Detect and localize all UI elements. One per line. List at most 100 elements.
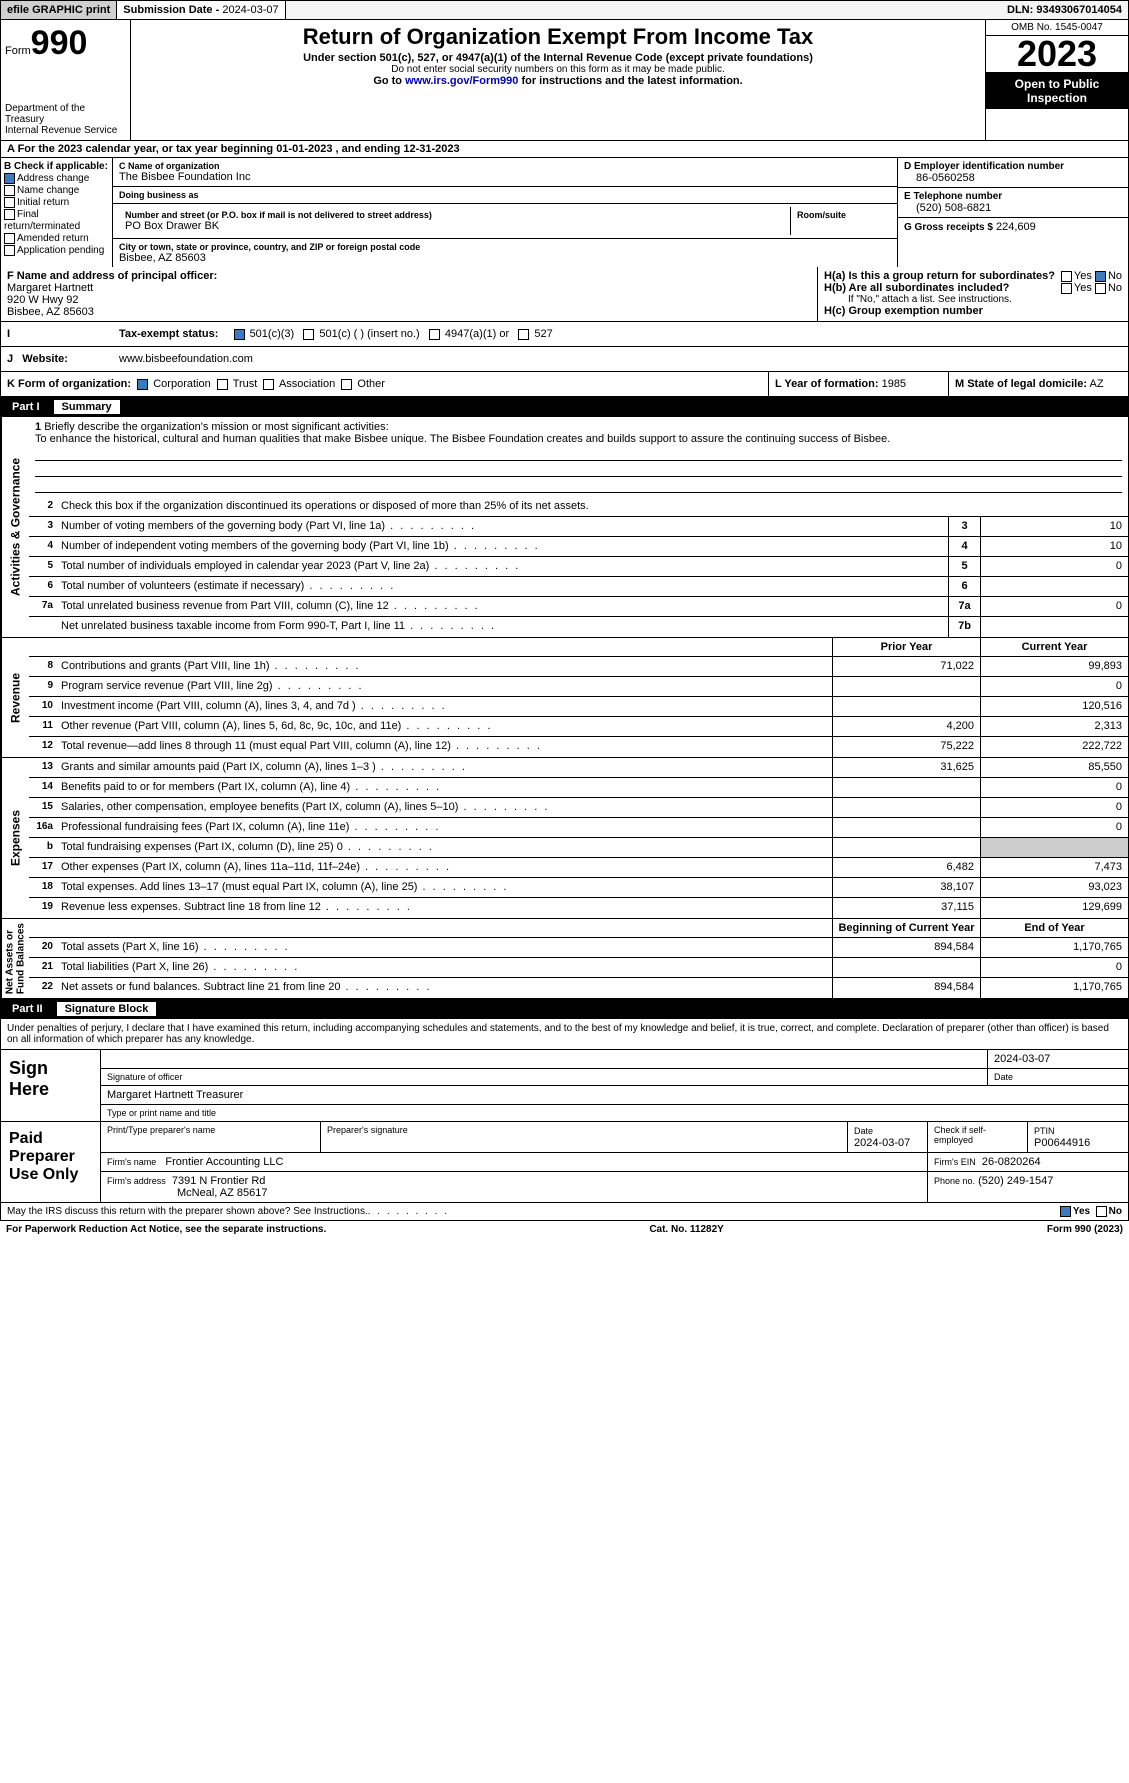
tax-year: 2023 <box>986 36 1128 73</box>
street-address: PO Box Drawer BK <box>125 220 784 232</box>
ssn-warning: Do not enter social security numbers on … <box>139 64 977 75</box>
col-current-year: Current Year <box>980 638 1128 656</box>
efile-print-button[interactable]: efile GRAPHIC print <box>1 1 117 19</box>
line-b-prior <box>832 838 980 857</box>
website: www.bisbeefoundation.com <box>113 347 1128 371</box>
col-b-checkboxes: B Check if applicable: Address change Na… <box>1 158 113 267</box>
checkbox-trust[interactable] <box>217 379 228 390</box>
checkbox-hb-yes[interactable] <box>1061 283 1072 294</box>
line-9-prior <box>832 677 980 696</box>
line-7a-value: 0 <box>980 597 1128 616</box>
vtab-revenue: Revenue <box>1 638 29 757</box>
line-16a-prior <box>832 818 980 837</box>
checkbox-ha-yes[interactable] <box>1061 271 1072 282</box>
line-19-current: 129,699 <box>980 898 1128 918</box>
checkbox-initial-return[interactable] <box>4 197 15 208</box>
col-begin-year: Beginning of Current Year <box>832 919 980 937</box>
col-prior-year: Prior Year <box>832 638 980 656</box>
paid-preparer-block: Paid Preparer Use Only Print/Type prepar… <box>0 1122 1129 1203</box>
line-17-current: 7,473 <box>980 858 1128 877</box>
line-15-current: 0 <box>980 798 1128 817</box>
line-21-prior <box>832 958 980 977</box>
checkbox-other[interactable] <box>341 379 352 390</box>
dln: DLN: 93493067014054 <box>1001 1 1128 19</box>
firm-phone: (520) 249-1547 <box>978 1175 1053 1187</box>
line-12-prior: 75,222 <box>832 737 980 757</box>
vtab-expenses: Expenses <box>1 758 29 918</box>
firm-ein: 26-0820264 <box>982 1156 1041 1168</box>
vtab-net-assets: Net Assets or Fund Balances <box>1 919 29 998</box>
checkbox-501c[interactable] <box>303 329 314 340</box>
line-15-prior <box>832 798 980 817</box>
checkbox-discuss-no[interactable] <box>1096 1206 1107 1217</box>
checkbox-ha-no[interactable] <box>1095 271 1106 282</box>
prep-date: 2024-03-07 <box>854 1137 910 1149</box>
form-number: Form990 <box>5 24 126 63</box>
ptin: P00644916 <box>1034 1137 1090 1149</box>
line-20-current: 1,170,765 <box>980 938 1128 957</box>
officer-addr2: Bisbee, AZ 85603 <box>7 306 94 318</box>
line-5-value: 0 <box>980 557 1128 576</box>
form-header: Form990 Department of the Treasury Inter… <box>0 20 1129 141</box>
checkbox-name-change[interactable] <box>4 185 15 196</box>
signature-declaration: Under penalties of perjury, I declare th… <box>0 1019 1129 1049</box>
line-10-current: 120,516 <box>980 697 1128 716</box>
firm-name: Frontier Accounting LLC <box>165 1156 283 1168</box>
gross-receipts: 224,609 <box>996 221 1036 233</box>
checkbox-application-pending[interactable] <box>4 245 15 256</box>
checkbox-527[interactable] <box>518 329 529 340</box>
row-f-h: F Name and address of principal officer:… <box>0 267 1129 322</box>
line-12-current: 222,722 <box>980 737 1128 757</box>
line-b-current <box>980 838 1128 857</box>
line-21-current: 0 <box>980 958 1128 977</box>
checkbox-discuss-yes[interactable] <box>1060 1206 1071 1217</box>
officer-addr1: 920 W Hwy 92 <box>7 294 79 306</box>
line-6-value <box>980 577 1128 596</box>
line-13-prior: 31,625 <box>832 758 980 777</box>
line-11-current: 2,313 <box>980 717 1128 736</box>
line-19-prior: 37,115 <box>832 898 980 918</box>
checkbox-corporation[interactable] <box>137 379 148 390</box>
irs-link[interactable]: www.irs.gov/Form990 <box>405 75 518 87</box>
form-title: Return of Organization Exempt From Incom… <box>139 24 977 50</box>
year-formation: 1985 <box>882 378 906 390</box>
line-22-current: 1,170,765 <box>980 978 1128 998</box>
org-name: The Bisbee Foundation Inc <box>119 171 891 183</box>
officer-signature-name: Margaret Hartnett Treasurer <box>101 1086 1128 1104</box>
entity-info: B Check if applicable: Address change Na… <box>0 158 1129 267</box>
checkbox-4947[interactable] <box>429 329 440 340</box>
period-line: A For the 2023 calendar year, or tax yea… <box>0 141 1129 158</box>
line-14-current: 0 <box>980 778 1128 797</box>
vtab-governance: Activities & Governance <box>1 417 29 637</box>
line-10-prior <box>832 697 980 716</box>
row-j-website: J Website: www.bisbeefoundation.com <box>0 347 1129 372</box>
part-1-header: Part ISummary <box>0 397 1129 417</box>
part-2-header: Part IISignature Block <box>0 999 1129 1019</box>
line-8-prior: 71,022 <box>832 657 980 676</box>
officer-name: Margaret Hartnett <box>7 282 93 294</box>
dept-treasury: Department of the Treasury Internal Reve… <box>5 103 126 136</box>
line-18-prior: 38,107 <box>832 878 980 897</box>
checkbox-hb-no[interactable] <box>1095 283 1106 294</box>
line-4-value: 10 <box>980 537 1128 556</box>
city-state-zip: Bisbee, AZ 85603 <box>119 252 891 264</box>
form-subtitle: Under section 501(c), 527, or 4947(a)(1)… <box>139 52 977 64</box>
line-9-current: 0 <box>980 677 1128 696</box>
goto-link-line: Go to www.irs.gov/Form990 for instructio… <box>139 75 977 87</box>
row-k-form-org: K Form of organization: Corporation Trus… <box>0 372 1129 397</box>
irs-discuss-row: May the IRS discuss this return with the… <box>0 1203 1129 1221</box>
top-toolbar: efile GRAPHIC print Submission Date - 20… <box>0 0 1129 20</box>
checkbox-501c3[interactable] <box>234 329 245 340</box>
col-end-year: End of Year <box>980 919 1128 937</box>
line-22-prior: 894,584 <box>832 978 980 998</box>
line-11-prior: 4,200 <box>832 717 980 736</box>
checkbox-final-return[interactable] <box>4 209 15 220</box>
line-13-current: 85,550 <box>980 758 1128 777</box>
ein: 86-0560258 <box>904 172 1122 184</box>
public-inspection: Open to Public Inspection <box>986 73 1128 109</box>
checkbox-address-change[interactable] <box>4 173 15 184</box>
checkbox-amended-return[interactable] <box>4 233 15 244</box>
checkbox-association[interactable] <box>263 379 274 390</box>
line-8-current: 99,893 <box>980 657 1128 676</box>
line-16a-current: 0 <box>980 818 1128 837</box>
